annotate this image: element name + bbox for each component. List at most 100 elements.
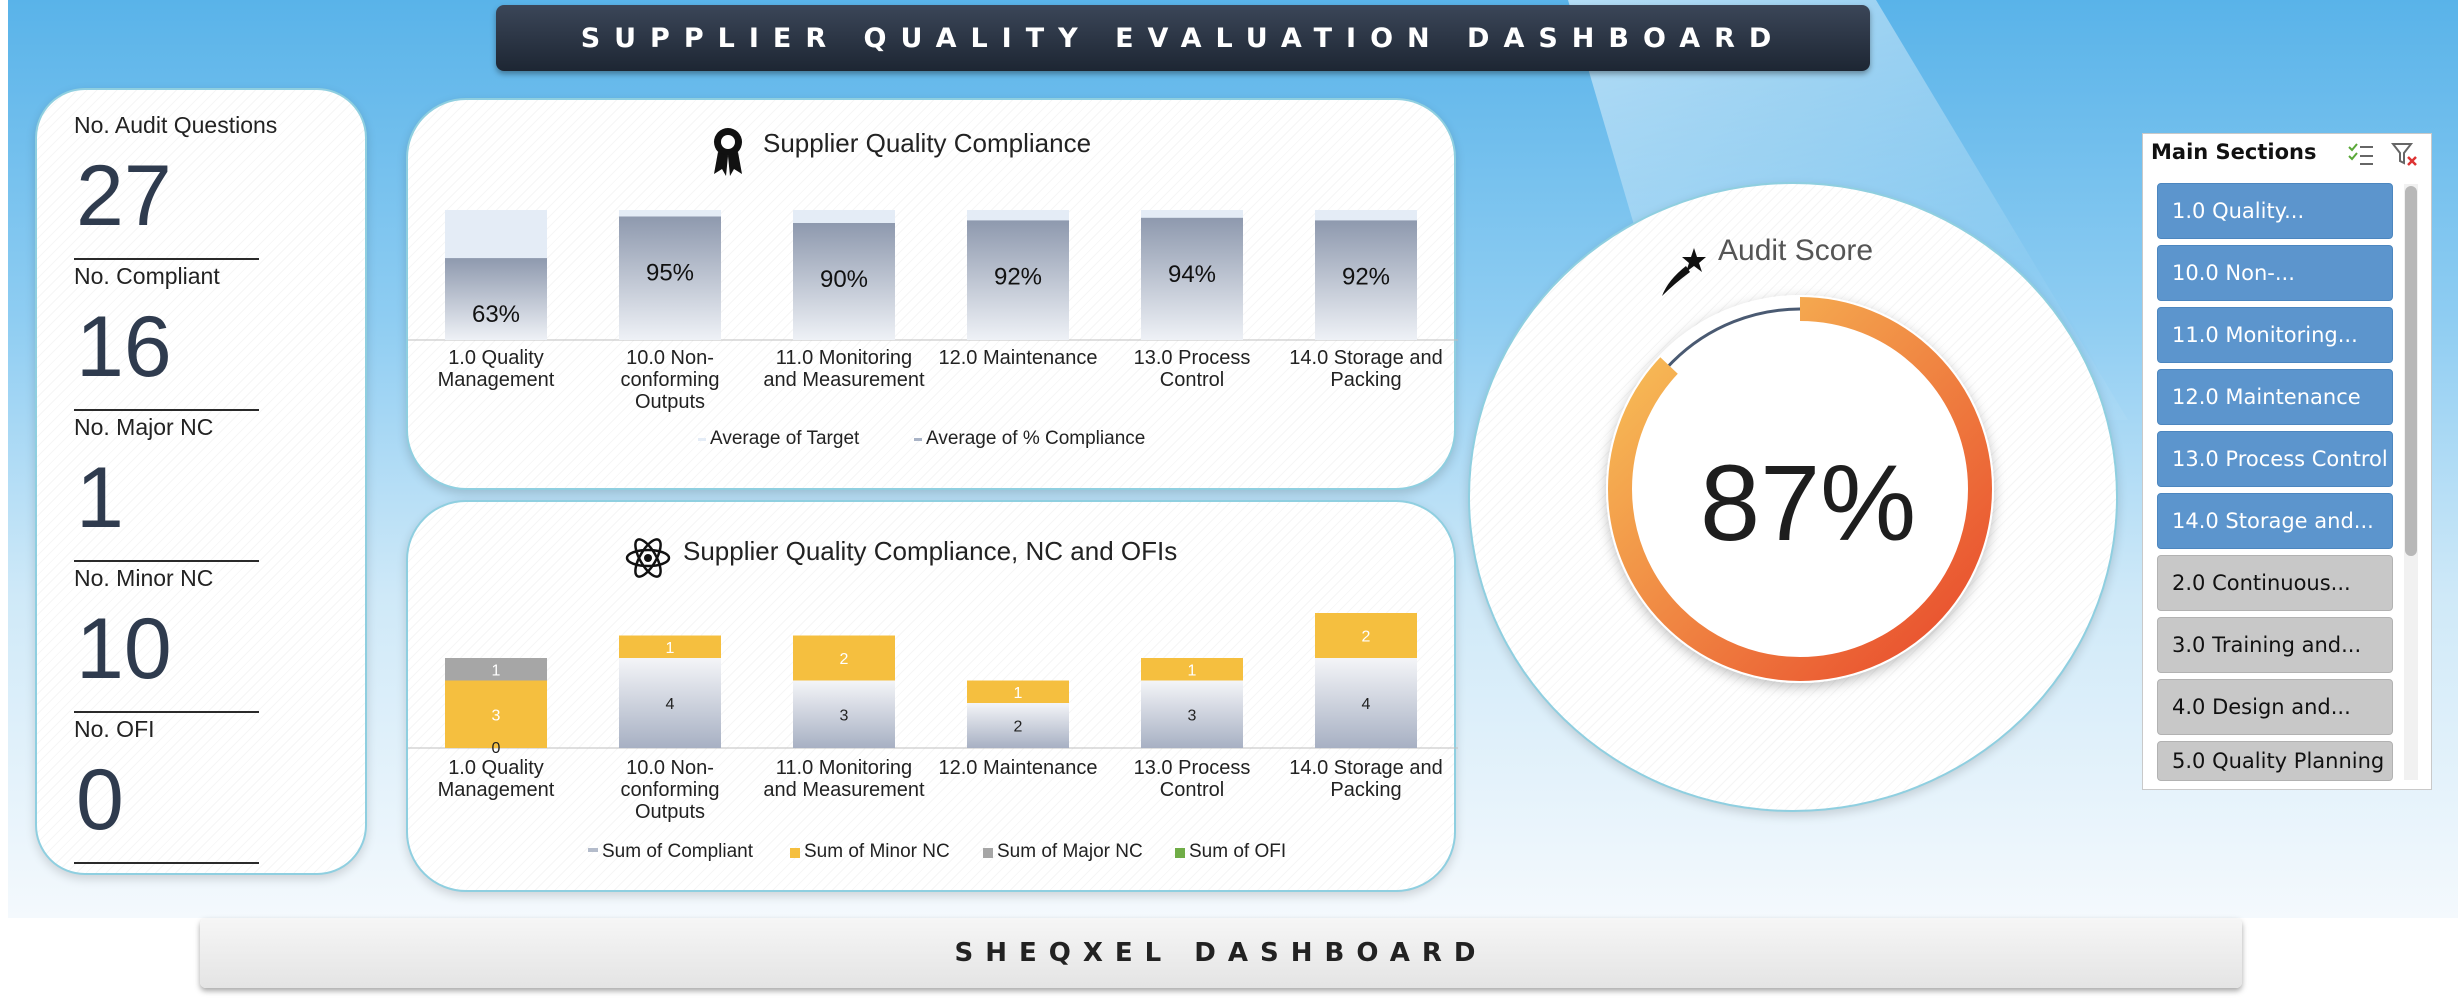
segment-label: 3 (840, 707, 849, 724)
data-label: 92% (1342, 263, 1390, 290)
category-label: Control (1160, 779, 1224, 801)
kpi-value: 10 (76, 601, 172, 697)
audit-score-title: Audit Score (1718, 234, 1874, 267)
data-label: 92% (994, 263, 1042, 290)
nc-ofi-chart-card: Supplier Quality Compliance, NC and OFIs… (406, 500, 1458, 892)
slicer-item[interactable]: 5.0 Quality Planning (2157, 741, 2393, 781)
category-label: 1.0 Quality (448, 347, 544, 369)
data-label: 94% (1168, 261, 1216, 288)
nc-ofi-chart-title: Supplier Quality Compliance, NC and OFIs (683, 536, 1178, 566)
slicer-item[interactable]: 10.0 Non-... (2157, 245, 2393, 301)
shooting-star-icon (1662, 248, 1706, 296)
category-label: and Measurement (763, 779, 925, 801)
segment-label: 2 (840, 651, 849, 668)
slicer-header: Main Sections (2151, 140, 2317, 164)
kpi-label: No. Audit Questions (74, 112, 278, 138)
legend-label: Sum of Major NC (997, 841, 1143, 862)
kpi-underline (74, 711, 259, 713)
category-label: and Measurement (763, 369, 925, 391)
slicer-item[interactable]: 13.0 Process Control (2157, 431, 2393, 487)
category-label: conforming (621, 779, 720, 801)
kpi-label: No. Major NC (74, 414, 214, 440)
category-label: Packing (1330, 779, 1401, 801)
compliance-chart-title: Supplier Quality Compliance (763, 128, 1092, 158)
category-label: 10.0 Non- (626, 757, 714, 779)
slicer-item[interactable]: 12.0 Maintenance (2157, 369, 2393, 425)
gauge-progress-arc (1608, 297, 1992, 681)
legend-swatch (1175, 848, 1185, 858)
multi-select-icon[interactable] (2347, 142, 2375, 168)
kpi-value: 0 (76, 752, 124, 848)
category-label: Packing (1330, 369, 1401, 391)
compliance-bar (445, 258, 547, 340)
category-label: 12.0 Maintenance (938, 347, 1097, 369)
legend-swatch (983, 848, 993, 858)
category-label: 14.0 Storage and (1289, 347, 1442, 369)
main-sections-slicer[interactable]: Main Sections 1.0 Quality... 10.0 Non-..… (2142, 133, 2432, 790)
legend-label: Average of % Compliance (926, 428, 1145, 449)
legend-label: Average of Target (710, 428, 860, 449)
compliant-segment (793, 680, 895, 748)
footer-title: SHEQXEL DASHBOARD (200, 918, 2242, 988)
major-nc-segment (445, 658, 547, 681)
award-ribbon-icon (714, 128, 742, 176)
compliance-bar (619, 216, 721, 340)
kpi-underline (74, 258, 259, 260)
compliant-segment (967, 703, 1069, 748)
audit-score-card (1468, 182, 2118, 812)
kpi-value: 16 (76, 299, 172, 395)
category-label: 10.0 Non- (626, 347, 714, 369)
slicer-item[interactable]: 4.0 Design and... (2157, 679, 2393, 735)
slicer-item[interactable]: 1.0 Quality... (2157, 183, 2393, 239)
category-label: 14.0 Storage and (1289, 757, 1442, 779)
segment-label: 1 (1014, 685, 1023, 702)
gauge-face (1606, 295, 1994, 683)
compliance-chart-card: Supplier Quality Compliance 63% 1.0 Quali… (406, 98, 1458, 490)
minor-nc-segment (1315, 613, 1417, 658)
category-label: 12.0 Maintenance (938, 757, 1097, 779)
legend-swatch (588, 848, 598, 852)
slicer-scroll-thumb[interactable] (2405, 186, 2417, 556)
segment-label: 4 (1362, 696, 1371, 713)
kpi-audit-questions: No. Audit Questions 27 (74, 112, 278, 260)
compliant-segment (619, 658, 721, 748)
category-label: Control (1160, 369, 1224, 391)
slicer-item[interactable]: 11.0 Monitoring... (2157, 307, 2393, 363)
legend-swatch (698, 438, 706, 441)
category-label: Management (438, 369, 555, 391)
category-label: Outputs (635, 391, 705, 413)
clear-filter-icon[interactable] (2391, 142, 2419, 168)
minor-nc-segment (793, 635, 895, 681)
compliance-bar (1315, 220, 1417, 340)
minor-nc-segment (967, 680, 1069, 703)
legend-label: Sum of Compliant (602, 841, 754, 862)
kpi-ofi: No. OFI 0 (74, 716, 274, 864)
compliant-segment (1141, 680, 1243, 748)
segment-label: 1 (492, 662, 501, 679)
compliance-bar (967, 220, 1069, 340)
minor-nc-segment (619, 635, 721, 658)
kpi-card: No. Audit Questions 27 No. Compliant 16 … (35, 88, 367, 875)
category-label: 1.0 Quality (448, 757, 544, 779)
slicer-item[interactable]: 3.0 Training and... (2157, 617, 2393, 673)
slicer-item[interactable]: 14.0 Storage and... (2157, 493, 2393, 549)
segment-label: 3 (492, 707, 501, 724)
segment-label: 3 (1188, 707, 1197, 724)
audit-score-gauge (1606, 295, 1994, 683)
atom-icon (625, 538, 671, 578)
kpi-label: No. Minor NC (74, 565, 214, 591)
segment-label: 2 (1362, 629, 1371, 646)
dashboard-title: SUPPLIER QUALITY EVALUATION DASHBOARD (496, 5, 1870, 71)
segment-label: 2 (1014, 719, 1023, 736)
kpi-label: No. Compliant (74, 263, 220, 289)
segment-label: 4 (666, 696, 675, 713)
slicer-item[interactable]: 2.0 Continuous... (2157, 555, 2393, 611)
kpi-minor-nc: No. Minor NC 10 (74, 565, 274, 713)
category-label: conforming (621, 369, 720, 391)
kpi-label: No. OFI (74, 716, 155, 742)
minor-nc-segment (1141, 658, 1243, 681)
category-label: 13.0 Process (1134, 347, 1251, 369)
kpi-compliant: No. Compliant 16 (74, 263, 274, 411)
